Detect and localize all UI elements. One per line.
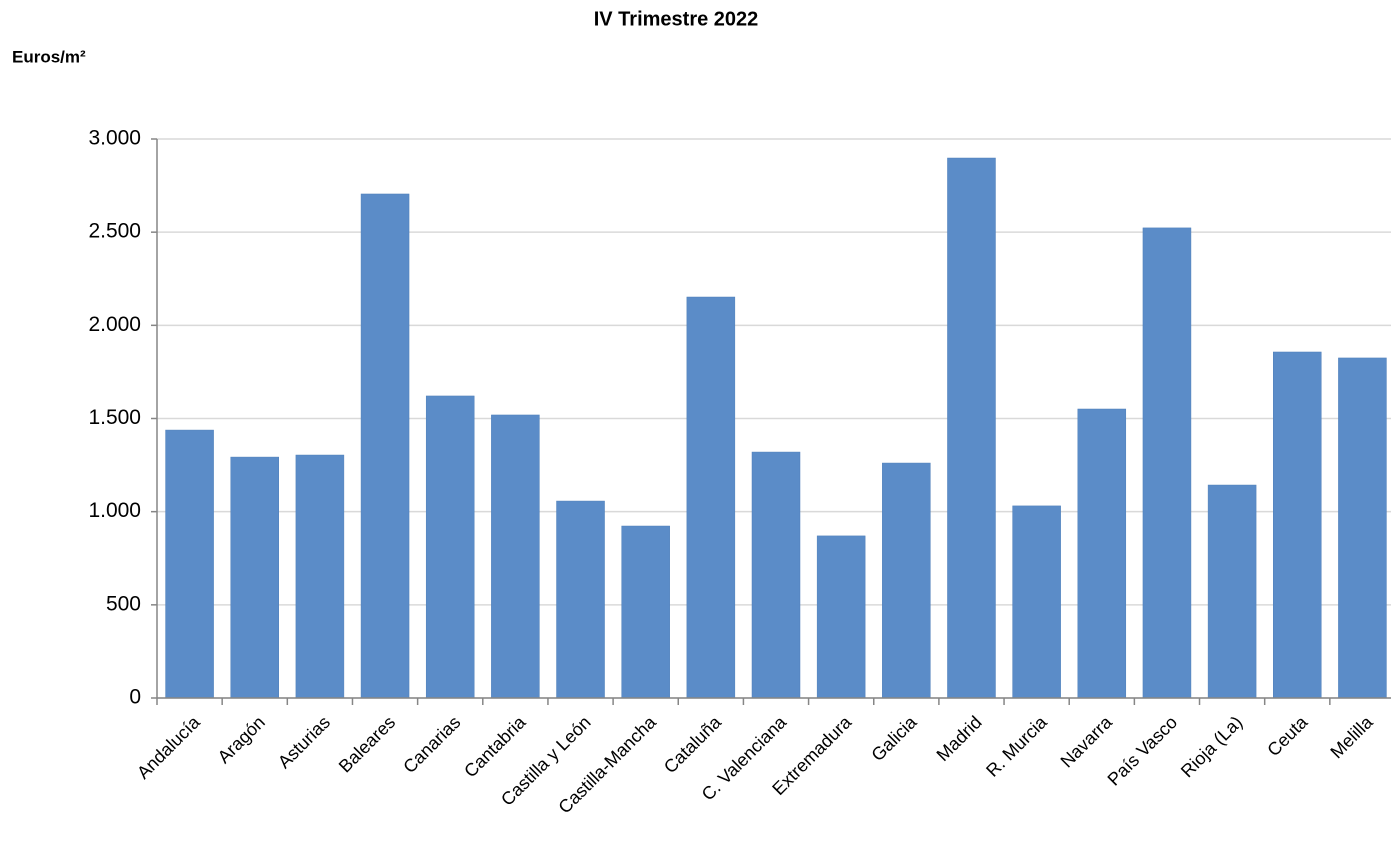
bar	[165, 429, 214, 699]
bar	[686, 296, 736, 699]
bar	[1207, 484, 1257, 699]
y-tick-label: 1.500	[88, 406, 141, 429]
y-tick-label: 2.500	[88, 220, 141, 243]
bar	[1012, 505, 1061, 699]
y-tick-label: 0	[129, 686, 141, 709]
chart-title: IV Trimestre 2022	[594, 8, 759, 30]
x-tick-label: País Vasco	[1104, 712, 1182, 790]
x-tick-label: Galicia	[867, 711, 921, 765]
bar	[1142, 227, 1192, 699]
x-tick-label: Canarias	[399, 712, 464, 777]
bar	[425, 395, 475, 699]
y-tick-label: 3.000	[88, 127, 141, 150]
x-tick-label: Cantabria	[460, 711, 530, 781]
bar	[947, 157, 996, 699]
bar	[816, 535, 866, 699]
x-tick-label: Cataluña	[660, 711, 726, 777]
bar	[882, 462, 931, 699]
bar	[1273, 351, 1322, 699]
bar	[360, 193, 410, 699]
bar	[556, 500, 605, 699]
x-tick-label: Baleares	[335, 712, 399, 776]
x-tick-label: Rioja (La)	[1177, 712, 1246, 781]
x-tick-label: Madrid	[933, 712, 986, 765]
x-tick-label: Navarra	[1057, 711, 1117, 771]
y-tick-label: 500	[106, 592, 141, 615]
bar	[295, 454, 345, 699]
bar	[230, 456, 279, 699]
bar	[1338, 357, 1387, 699]
bar	[621, 525, 670, 699]
bar	[1077, 408, 1127, 699]
y-axis-label: Euros/m²	[12, 47, 86, 66]
x-tick-label: Ceuta	[1263, 711, 1312, 760]
x-tick-label: R. Murcia	[982, 711, 1051, 780]
x-tick-label: Andalucía	[133, 711, 204, 782]
x-tick-label: Aragón	[214, 712, 269, 767]
y-tick-label: 2.000	[88, 313, 141, 336]
x-tick-label: Asturias	[274, 712, 334, 772]
x-tick-label: Melilla	[1326, 711, 1377, 762]
bar	[751, 451, 801, 699]
y-tick-label: 1.000	[88, 499, 141, 522]
bar	[491, 414, 540, 699]
